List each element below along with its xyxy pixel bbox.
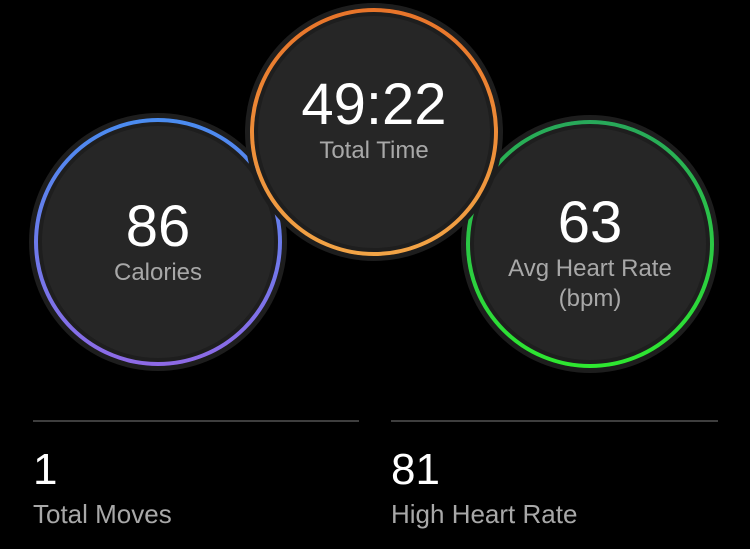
stat-label: High Heart Rate — [391, 499, 578, 529]
avg-heart-rate-ring: 63 Avg Heart Rate (bpm) — [466, 120, 714, 368]
total-time-value: 49:22 — [301, 72, 447, 137]
stat-value: 1 — [33, 445, 58, 494]
stat-value: 81 — [391, 445, 440, 494]
total-time-label: Total Time — [319, 137, 429, 164]
divider-right — [391, 420, 718, 422]
avg-heart-rate-label: Avg Heart Rate — [508, 255, 672, 282]
avg-heart-rate-disc: 63 Avg Heart Rate (bpm) — [470, 124, 710, 364]
calories-disc: 86 Calories — [38, 122, 278, 362]
calories-value: 86 — [125, 194, 191, 259]
total-time-ring: 49:22 Total Time — [250, 8, 498, 256]
stat-high-heart-rate: 81 High Heart Rate — [391, 446, 577, 530]
calories-label: Calories — [113, 259, 203, 286]
avg-heart-rate-value: 63 — [557, 190, 623, 255]
avg-heart-rate-unit: (bpm) — [558, 285, 622, 312]
divider-left — [33, 420, 359, 422]
total-time-disc: 49:22 Total Time — [254, 12, 494, 252]
stat-total-moves: 1 Total Moves — [33, 446, 172, 530]
stat-label: Total Moves — [33, 499, 172, 529]
calories-ring: 86 Calories — [34, 118, 282, 366]
